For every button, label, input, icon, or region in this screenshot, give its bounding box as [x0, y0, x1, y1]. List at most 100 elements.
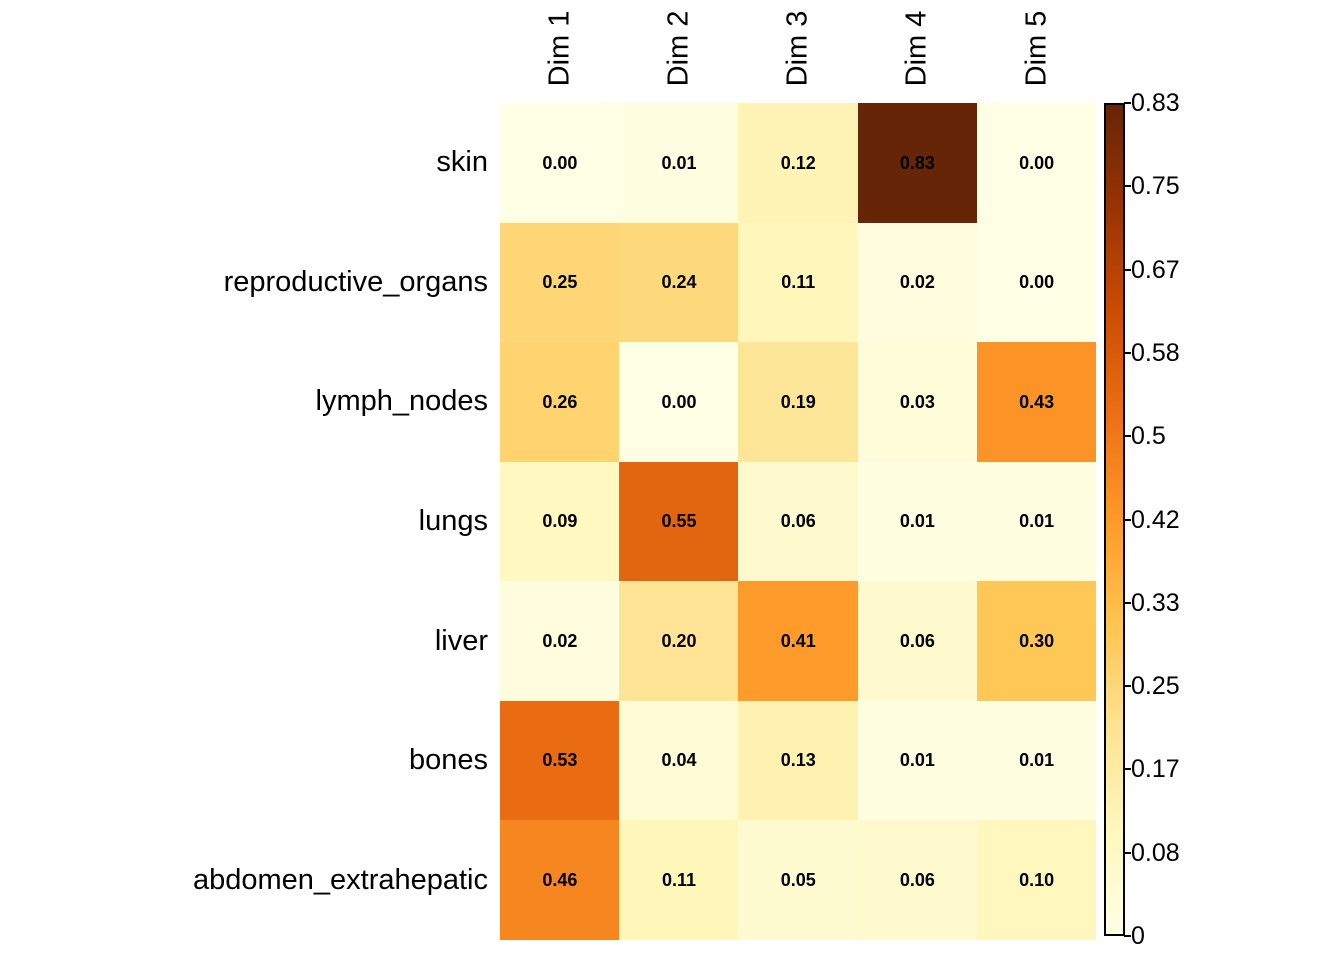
colorbar-tick	[1124, 102, 1131, 104]
heatmap-cell-value: 0.10	[1019, 869, 1055, 890]
colorbar-tick	[1124, 768, 1131, 771]
heatmap-cell-value: 0.06	[899, 630, 935, 651]
heatmap-cell-value: 0.06	[899, 869, 935, 890]
heatmap-cell-value: 0.20	[661, 630, 697, 651]
colorbar-tick	[1124, 268, 1131, 271]
heatmap-cell-value: 0.26	[542, 391, 578, 412]
heatmap-cell-value: 0.00	[542, 152, 578, 173]
heatmap-cell: 0.43	[976, 342, 1097, 463]
heatmap-cell: 0.55	[619, 461, 739, 582]
heatmap-cell: 0.41	[738, 581, 859, 702]
colorbar-label: 0	[1131, 922, 1145, 950]
row-label: lungs	[418, 504, 488, 537]
heatmap-cell: 0.00	[976, 103, 1097, 224]
heatmap-cell: 0.02	[857, 222, 978, 343]
heatmap-cell-value: 0.19	[780, 391, 816, 412]
colorbar-label: 0.08	[1131, 838, 1180, 867]
heatmap-cell: 0.00	[500, 103, 620, 224]
heatmap-cell: 0.11	[619, 820, 739, 941]
heatmap-cell-value: 0.13	[780, 750, 816, 771]
heatmap-cell-value: 0.11	[781, 272, 816, 293]
column-label-text: Dim 5	[1019, 10, 1052, 86]
row-label: reproductive_organs	[223, 265, 488, 298]
heatmap-cell-value: 0.00	[661, 391, 697, 412]
heatmap-cell-value: 0.55	[661, 511, 697, 532]
heatmap-cell-value: 0.01	[1019, 750, 1055, 771]
colorbar-label: 0.83	[1131, 89, 1180, 117]
heatmap-cell-value: 0.01	[661, 152, 697, 173]
colorbar-tick	[1124, 601, 1131, 604]
colorbar-label: 0.58	[1131, 338, 1180, 367]
heatmap-cell-value: 0.05	[780, 869, 816, 890]
colorbar-tick	[1124, 185, 1131, 188]
heatmap-cell-value: 0.09	[542, 511, 578, 532]
heatmap-cell-value: 0.30	[1019, 630, 1055, 651]
heatmap-cell-value: 0.25	[542, 272, 578, 293]
heatmap-cell: 0.01	[976, 461, 1097, 582]
heatmap-cell: 0.01	[857, 461, 978, 582]
heatmap-cell-value: 0.46	[542, 869, 578, 890]
heatmap-cell: 0.10	[976, 820, 1097, 941]
heatmap-cell-value: 0.06	[780, 511, 816, 532]
heatmap-cell-value: 0.04	[661, 750, 697, 771]
colorbar-label: 0.75	[1131, 172, 1180, 201]
heatmap-cell-value: 0.11	[662, 869, 697, 890]
heatmap-cell: 0.19	[738, 342, 859, 463]
column-label: Dim 3	[738, 0, 857, 96]
heatmap-cell: 0.20	[619, 581, 739, 702]
colorbar-tick	[1124, 351, 1131, 354]
column-label: Dim 5	[977, 0, 1096, 96]
heatmap-cell: 0.05	[738, 820, 859, 941]
heatmap-cell-value: 0.03	[899, 391, 935, 412]
heatmap-cell-value: 0.01	[899, 511, 935, 532]
heatmap-cell: 0.06	[857, 820, 978, 941]
heatmap-cell-value: 0.83	[899, 152, 935, 173]
heatmap-cell: 0.04	[619, 700, 739, 821]
heatmap-cell-value: 0.41	[780, 630, 816, 651]
heatmap-cell: 0.00	[619, 342, 739, 463]
heatmap-cell: 0.13	[738, 700, 859, 821]
colorbar-tick	[1124, 935, 1131, 937]
colorbar-tick	[1124, 518, 1131, 521]
column-label-text: Dim 3	[781, 10, 814, 86]
heatmap-cell-value: 0.00	[1019, 272, 1055, 293]
heatmap-cell: 0.06	[738, 461, 859, 582]
colorbar-label: 0.5	[1131, 422, 1166, 451]
heatmap-cell-value: 0.02	[542, 630, 578, 651]
column-label-text: Dim 4	[900, 10, 933, 86]
row-label: abdomen_extrahepatic	[192, 863, 488, 896]
row-label: lymph_nodes	[315, 385, 489, 418]
heatmap-cell: 0.46	[500, 820, 620, 941]
row-label: liver	[434, 624, 488, 657]
heatmap-cell-value: 0.53	[542, 750, 578, 771]
heatmap-cell: 0.24	[619, 222, 739, 343]
column-label-text: Dim 2	[662, 10, 695, 86]
heatmap-cell: 0.02	[500, 581, 620, 702]
column-label-text: Dim 1	[543, 10, 576, 86]
heatmap-cell: 0.12	[738, 103, 859, 224]
heatmap-cell: 0.26	[500, 342, 620, 463]
colorbar-label: 0.25	[1131, 672, 1180, 701]
colorbar-label: 0.42	[1131, 505, 1180, 534]
colorbar-gradient	[1104, 103, 1125, 936]
heatmap-cell: 0.03	[857, 342, 978, 463]
heatmap-cell: 0.11	[738, 222, 859, 343]
colorbar-label: 0.33	[1131, 588, 1180, 617]
colorbar-tick	[1124, 851, 1131, 854]
heatmap-cell-value: 0.02	[899, 272, 935, 293]
column-label: Dim 4	[858, 0, 977, 96]
heatmap-cell: 0.01	[619, 103, 739, 224]
heatmap-cell-value: 0.00	[1019, 152, 1055, 173]
heatmap-cell: 0.83	[857, 103, 978, 224]
heatmap-cell-value: 0.43	[1019, 391, 1055, 412]
colorbar-tick	[1124, 685, 1131, 688]
heatmap-cell: 0.01	[857, 700, 978, 821]
column-label: Dim 1	[500, 0, 619, 96]
colorbar-label: 0.67	[1131, 255, 1180, 284]
heatmap-cell: 0.01	[976, 700, 1097, 821]
heatmap-cell-value: 0.01	[1019, 511, 1055, 532]
heatmap-cell: 0.25	[500, 222, 620, 343]
heatmap-cell: 0.53	[500, 700, 620, 821]
colorbar-tick	[1124, 435, 1131, 438]
